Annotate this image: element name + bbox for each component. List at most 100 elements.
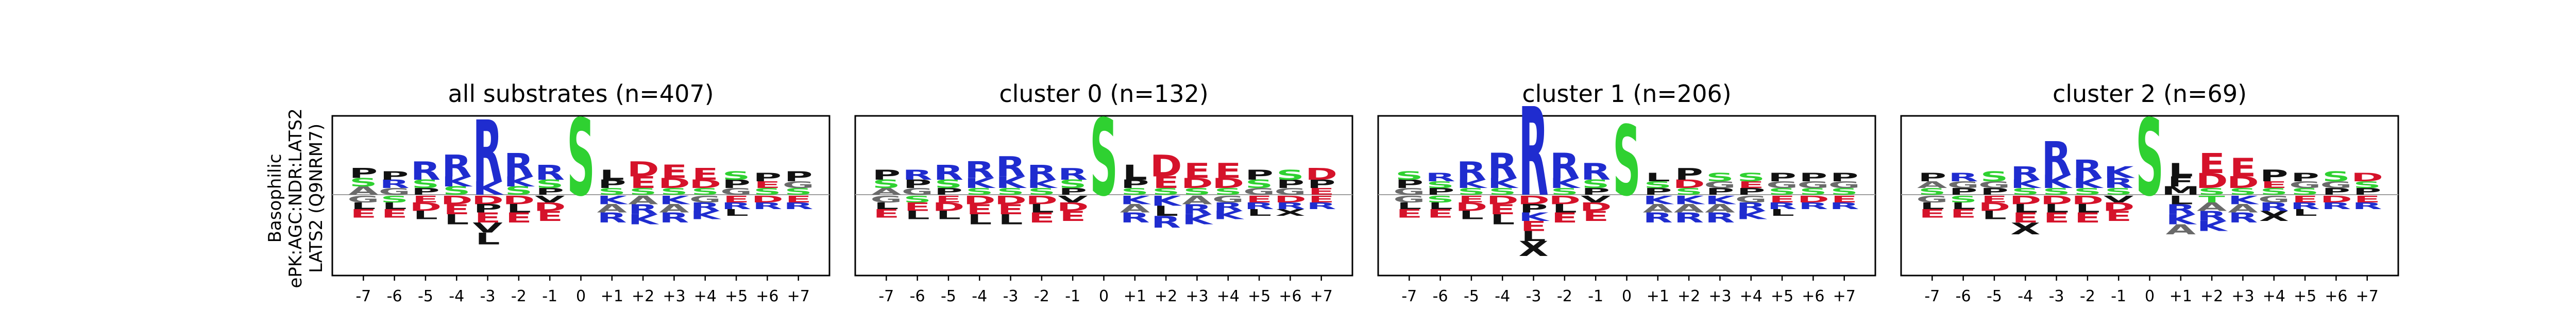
logo-letter: S [1395,169,1423,182]
logo-letter: K [1151,193,1182,209]
logo-letter: P [1918,171,1946,184]
logo-letter: D [1978,200,2011,214]
logo-letter: S [443,184,470,198]
logo-letter: E [1551,210,1578,226]
logo-letter: P [536,186,564,197]
logo-letter: E [873,207,900,220]
logo-letter: G [1947,179,1979,190]
logo-letter: P [2291,171,2319,184]
logo-letter: G [1393,194,1425,204]
logo-letter: S [872,178,900,191]
logo-letter: P [1980,186,2008,197]
logo-letter: L [998,212,1023,228]
x-tick-label: +6 [2325,287,2347,305]
x-tick-label: -5 [418,287,433,305]
logo-letter: R [1767,200,1797,211]
logo-letter: L [724,207,749,218]
logo-letter: L [1982,209,2007,222]
logo-letter: K [1456,178,1488,191]
logo-letter: S [996,186,1024,197]
logo-letter: D [2040,194,2073,207]
logo-letter: K [1550,176,1581,192]
logo-letter: D [751,194,784,204]
logo-letter: S [1426,179,1454,190]
logo-letter: R [2104,176,2133,192]
logo-letter: S [1488,186,1516,197]
x-tick-label: +2 [2200,287,2223,305]
x-tick-label: +1 [1647,287,1669,305]
logo-letter: G [1243,186,1275,197]
logo-letter: D [1026,194,1058,207]
logo-letter: R [628,202,658,218]
logo-letter: P [753,171,782,184]
panel-title: cluster 0 (n=132) [999,80,1208,108]
logo-letter: S [2011,186,2039,197]
logo-letter: G [1916,194,1948,204]
logo-letter: D [2103,200,2135,214]
logo-letter: A [597,202,627,215]
logo-letter: L [1770,207,1794,218]
logo-letter: P [2322,186,2350,197]
logo-letter: E [2292,194,2318,204]
logo-letter: S [935,178,962,191]
logo-letter: E [2074,210,2101,226]
logo-letter: S [753,186,781,197]
x-tick-label: -4 [2018,287,2033,305]
logo-letter: S [1918,186,1946,197]
logo-letter: D [2072,194,2104,207]
logo-letter: R [934,161,963,184]
logo-letter: G [1704,179,1736,190]
logo-letter: E [2354,194,2381,204]
logo-letter: L [1521,229,1546,245]
logo-letter: R [659,210,689,226]
logo-letter: P [598,178,626,191]
x-tick-label: -1 [542,287,557,305]
x-tick-label: +1 [1124,287,1146,305]
logo-letter: E [2105,209,2132,225]
logo-letter: S [1980,169,2008,185]
x-tick-label: -3 [2049,287,2064,305]
logo-letter: D [933,200,965,214]
logo-letter: G [1212,194,1244,204]
logo-letter: G [2258,194,2290,204]
logo-letter: R [2228,210,2258,226]
logo-letter: L [936,209,961,222]
logo-letter: L [351,200,376,211]
x-tick-label: -4 [1495,287,1510,305]
logo-letter: E [1582,209,1609,225]
logo-letter: R [1798,200,1828,211]
logo-letter: S [1028,186,1056,197]
x-tick-label: -7 [878,287,894,305]
logo-letter: P [1643,186,1672,197]
logo-letter: D [440,194,473,207]
logo-letter: K [690,209,722,222]
logo-letter: P [2353,186,2381,197]
logo-letter: L [1123,161,1147,184]
logo-letter: D [1797,194,1829,204]
logo-letter: R [1829,200,1859,211]
logo-letter: K [1120,194,1151,207]
logo-letter: E [1028,210,1055,226]
logo-letter: E [1184,159,1210,183]
logo-letter: S [1551,186,1579,197]
logo-letter: E [474,210,501,226]
logo-letter: S [1799,186,1827,197]
logo-letter: R [784,200,814,211]
logo-letter: G [1978,179,2010,190]
logo-letter: D [1181,176,1213,192]
logo-letter: D [1305,165,1337,184]
panel-title: all substrates (n=407) [448,80,714,108]
logo-letter: L [1428,200,1453,211]
logo-letter: K [472,178,504,199]
x-tick-label: -3 [1526,287,1541,305]
logo-letter: L [382,200,407,211]
logo-letter: K [1674,194,1705,207]
logo-panel-3: cluster 2 (n=69)-7SAPGLE-6PGRSLE-5PGSEDL… [1900,80,2399,305]
logo-letter: R [1643,210,1673,226]
x-tick-label: -5 [941,287,956,305]
logo-letter: S [1183,186,1211,197]
logo-letter: P [1395,178,1423,191]
logo-letter: R [1948,171,1978,184]
logo-letter: R [411,156,440,185]
